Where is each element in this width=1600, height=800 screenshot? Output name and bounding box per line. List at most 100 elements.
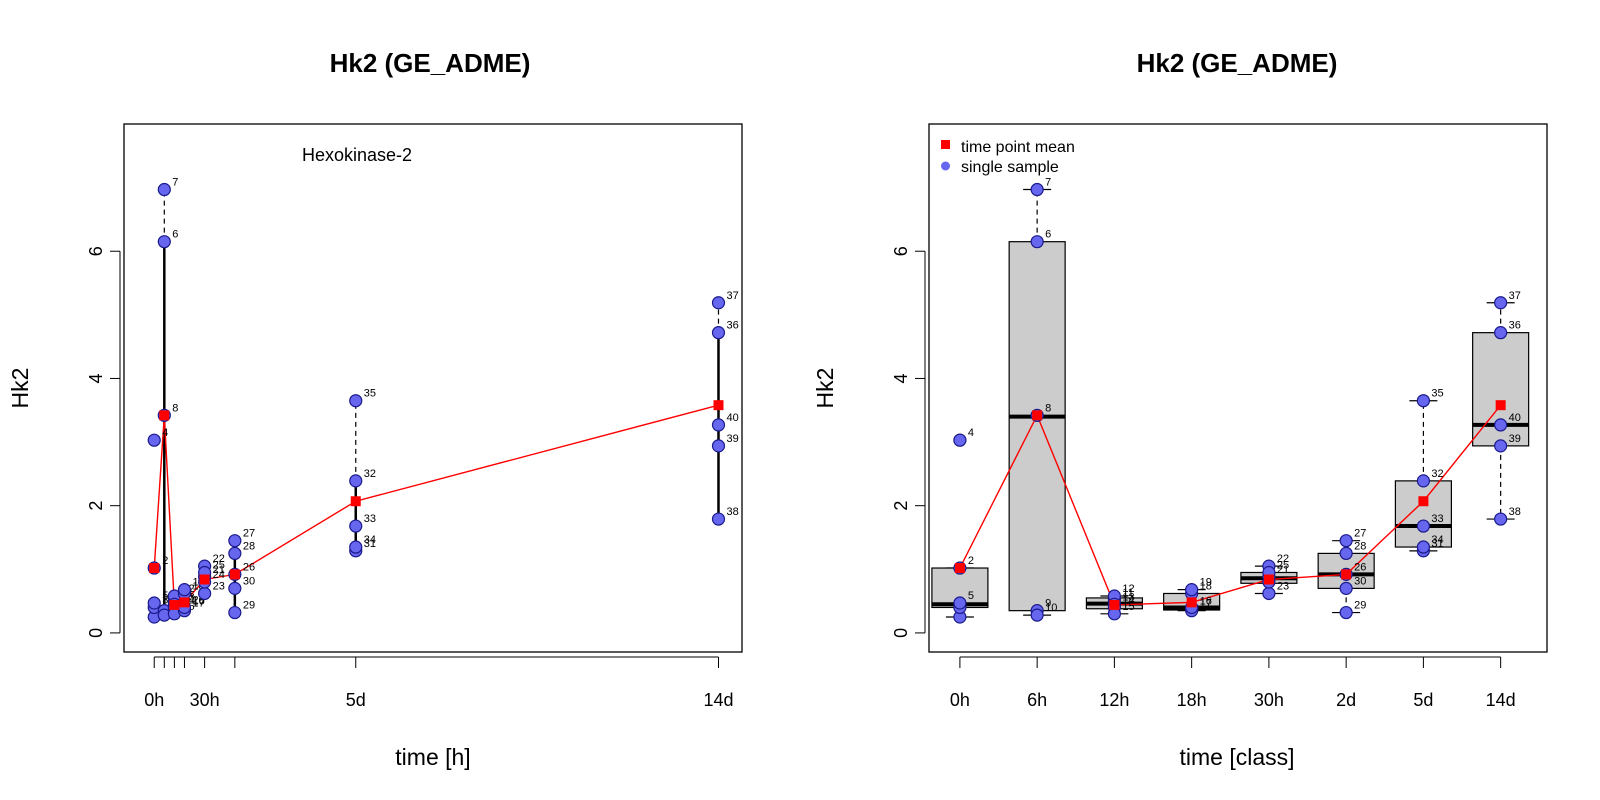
- left-sample-label: 2: [162, 555, 168, 567]
- right-sample-label: 6: [1045, 229, 1051, 241]
- left-y-tick-label: 6: [86, 246, 106, 256]
- right-sample-label: 15: [1122, 601, 1134, 613]
- legend-sample-label: single sample: [961, 159, 1059, 176]
- right-sample-label: 16: [1200, 596, 1212, 608]
- left-y-tick-label: 4: [86, 373, 106, 383]
- right-sample-label: 19: [1200, 577, 1212, 589]
- right-sample-label: 21: [1277, 564, 1289, 576]
- right-sample-label: 22: [1277, 553, 1289, 565]
- right-sample-point: [1416, 519, 1431, 533]
- right-x-tick-label: 6h: [1027, 690, 1047, 710]
- right-panel: Hk2 (GE_ADME) time [class] Hk2 0h 6h 12h 18…: [812, 48, 1548, 770]
- right-sample-label: 28: [1354, 540, 1366, 552]
- left-sample-point: [711, 326, 726, 340]
- right-sample-label: 12: [1122, 583, 1134, 595]
- right-sample-point: [1416, 540, 1431, 554]
- left-sample-point: [157, 235, 171, 249]
- right-sample-label: 32: [1431, 468, 1443, 480]
- left-plot-area: 0h30h5d14d024612345678910111213141516171…: [86, 177, 739, 710]
- left-mean-point: [229, 569, 240, 580]
- left-sample-label: 21: [213, 564, 225, 576]
- left-mean-point: [350, 496, 361, 507]
- left-sample-label: 39: [726, 433, 738, 445]
- right-sample-label: 40: [1509, 412, 1521, 424]
- right-sample-label: 39: [1509, 433, 1521, 445]
- right-mean-point: [1109, 599, 1120, 610]
- left-chart-title: Hk2 (GE_ADME): [330, 48, 531, 78]
- right-sample-point: [1339, 534, 1353, 548]
- right-mean-point: [1418, 496, 1429, 507]
- left-mean-point: [199, 574, 210, 585]
- right-sample-point: [1030, 608, 1044, 622]
- right-y-tick-label: 0: [891, 628, 911, 638]
- right-sample-label: 9: [1045, 598, 1051, 610]
- left-mean-point: [149, 563, 160, 574]
- left-sample-point: [147, 596, 161, 610]
- right-y-tick-label: 4: [891, 373, 911, 383]
- right-sample-point: [1339, 581, 1353, 595]
- right-mean-point: [1032, 410, 1043, 421]
- right-sample-point: [1262, 586, 1276, 601]
- left-sample-label: 8: [172, 402, 178, 414]
- right-box: [1008, 241, 1066, 612]
- left-mean-line: [153, 404, 719, 606]
- left-sample-label: 29: [243, 600, 255, 612]
- right-x-tick-label: 30h: [1254, 690, 1284, 710]
- right-sample-point: [1416, 394, 1431, 408]
- right-sample-label: 27: [1354, 528, 1366, 540]
- right-sample-label: 35: [1431, 388, 1443, 400]
- right-sample-label: 11: [1122, 587, 1133, 599]
- right-sample-label: 37: [1509, 290, 1521, 302]
- right-y-tick-label: 2: [891, 501, 911, 511]
- right-sample-label: 5: [968, 590, 974, 602]
- right-x-tick-label: 14d: [1486, 690, 1516, 710]
- left-sample-label: 25: [213, 559, 225, 571]
- left-x-axis-label: time [h]: [395, 744, 470, 770]
- left-sample-point: [147, 433, 161, 447]
- right-x-tick-label: 12h: [1099, 690, 1129, 710]
- right-sample-point: [1339, 546, 1353, 560]
- left-sample-label: 3: [162, 594, 168, 606]
- left-sample-point: [349, 540, 363, 554]
- left-sample-point: [711, 418, 726, 432]
- right-sample-point: [1030, 235, 1044, 249]
- left-sample-point: [349, 474, 363, 488]
- left-sample-label: 32: [364, 468, 376, 480]
- right-sample-point: [953, 433, 967, 447]
- right-sample-label: 8: [1045, 402, 1051, 414]
- right-mean-point: [1186, 597, 1197, 608]
- right-plot-area: 0h 6h 12h 18h 30h 2d 5d 14d02462456789101112131…: [891, 177, 1530, 710]
- right-sample-point: [1030, 182, 1044, 197]
- right-sample-point: [1416, 474, 1431, 488]
- left-sample-label: 30: [243, 575, 255, 587]
- left-sample-label: 7: [172, 177, 178, 189]
- left-sample-point: [711, 439, 726, 453]
- left-sample-label: 23: [213, 580, 225, 592]
- left-y-tick-label: 0: [86, 628, 106, 638]
- left-sample-label: 35: [364, 388, 376, 400]
- right-mean-point: [1341, 569, 1352, 580]
- legend: time point mean single sample: [941, 139, 1075, 176]
- right-sample-label: 29: [1354, 600, 1366, 612]
- left-sample-label: 24: [213, 569, 225, 581]
- right-sample-point: [1494, 418, 1508, 432]
- legend-sample-marker: [941, 161, 950, 171]
- right-sample-point: [1339, 605, 1353, 620]
- left-sample-label: 36: [726, 320, 738, 332]
- left-mean-point: [169, 599, 180, 610]
- right-sample-label: 36: [1509, 320, 1521, 332]
- left-sample-point: [228, 605, 242, 620]
- legend-mean-label: time point mean: [961, 139, 1075, 156]
- right-sample-label: 25: [1277, 559, 1289, 571]
- left-x-tick-label: 14d: [703, 690, 733, 710]
- left-sample-label: 37: [726, 290, 738, 302]
- left-mean-point: [179, 597, 190, 608]
- left-sample-label: 5: [162, 590, 168, 602]
- right-sample-point: [1494, 326, 1508, 340]
- right-sample-label: 33: [1431, 513, 1443, 525]
- left-sample-label: 4: [162, 427, 168, 439]
- right-sample-label: 30: [1354, 575, 1366, 587]
- right-mean-point: [1263, 574, 1274, 585]
- right-sample-point: [1494, 296, 1508, 310]
- left-sample-label: 22: [213, 553, 225, 565]
